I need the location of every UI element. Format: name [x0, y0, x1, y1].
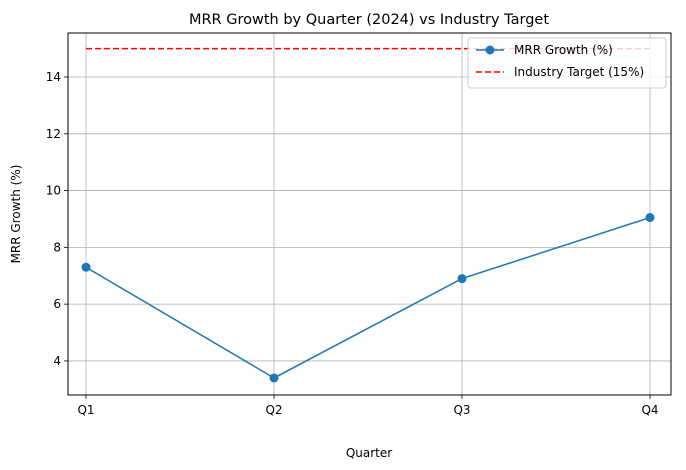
series-layer [81, 47, 655, 383]
y-tick-label: 10 [46, 184, 61, 198]
series-line-mrr-growth [85, 216, 651, 379]
y-axis-title: MRR Growth (%) [9, 165, 23, 264]
x-tick-label: Q4 [641, 403, 658, 417]
legend-label-mrr-growth: MRR Growth (%) [514, 43, 613, 57]
legend-box [467, 37, 667, 89]
plot-frame [67, 32, 672, 396]
x-axis-title: Quarter [346, 446, 392, 460]
data-point-mrr-growth [81, 262, 91, 272]
x-tick-label: Q2 [265, 403, 282, 417]
chart-title: MRR Growth by Quarter (2024) vs Industry… [189, 12, 549, 28]
axes: Q1 Q2 Q3 Q4 4 6 8 10 12 14 [46, 70, 659, 417]
x-tick-label: Q1 [77, 403, 94, 417]
legend: MRR Growth (%) Industry Target (15%) [467, 37, 667, 89]
data-point-mrr-growth [457, 274, 467, 284]
y-tick-label: 12 [46, 127, 61, 141]
y-tick-label: 8 [53, 240, 61, 254]
legend-label-industry-target: Industry Target (15%) [514, 65, 644, 79]
legend-marker-mrr-growth [485, 45, 495, 55]
y-tick-label: 4 [53, 354, 61, 368]
x-tick-label: Q3 [453, 403, 470, 417]
y-tick-label: 14 [46, 70, 61, 84]
data-point-mrr-growth [645, 213, 655, 223]
data-point-mrr-growth [269, 373, 279, 383]
y-tick-label: 6 [53, 297, 61, 311]
